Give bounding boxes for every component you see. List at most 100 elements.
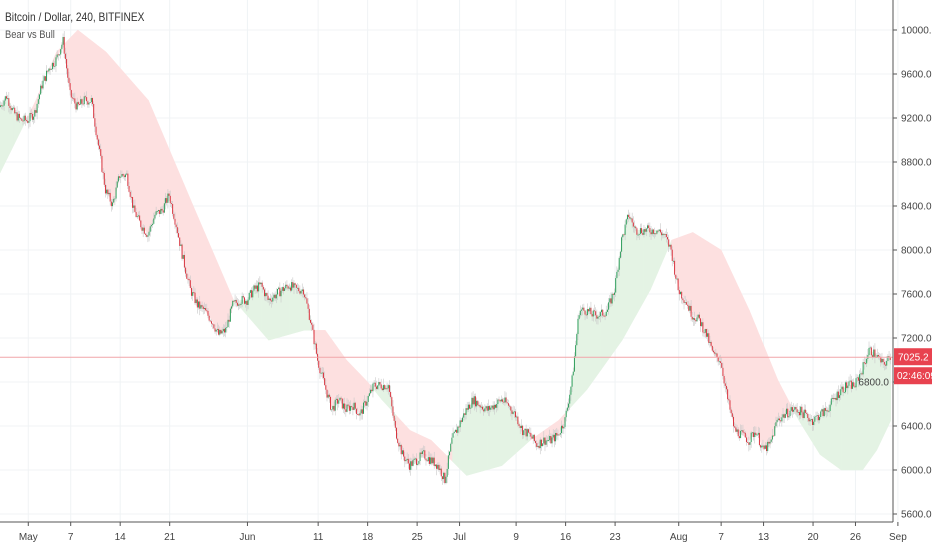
bear-zone [183, 183, 192, 290]
candle-down [228, 319, 230, 322]
candle-up [149, 226, 151, 232]
candle-down [289, 287, 291, 291]
candle-down [748, 442, 750, 445]
candle-down [590, 307, 592, 315]
candle-up [258, 282, 260, 292]
bear-zone [77, 29, 86, 108]
y-tick-label: 6800.0 [858, 378, 889, 389]
candle-down [872, 355, 874, 358]
candle-up [826, 410, 828, 412]
candle-up [419, 452, 421, 462]
y-tick-label: 9200.0 [901, 114, 932, 125]
candle-down [403, 450, 405, 457]
candle-up [480, 406, 482, 408]
candle-down [279, 287, 281, 297]
candle-down [375, 386, 377, 389]
candle-down [181, 244, 183, 259]
candle-down [424, 450, 426, 459]
candle-down [218, 328, 220, 335]
candle-up [569, 394, 571, 404]
bull-zone [643, 229, 651, 304]
candle-down [77, 102, 79, 105]
candle-down [186, 273, 188, 279]
candle-up [192, 292, 194, 296]
candle-up [548, 440, 550, 442]
bear-zone [445, 440, 453, 480]
candle-down [392, 406, 394, 416]
candle-down [659, 229, 661, 233]
candle-up [840, 389, 842, 396]
candle-up [273, 294, 275, 298]
candle-down [390, 391, 392, 398]
candle-up [741, 430, 743, 432]
candle-up [113, 198, 115, 203]
candle-up [537, 445, 539, 447]
bear-zone [756, 327, 764, 451]
candle-down [169, 195, 171, 204]
candle-up [599, 312, 601, 317]
candle-down [71, 97, 73, 99]
candle-up [219, 329, 221, 335]
candle-up [844, 382, 846, 393]
candle-up [609, 298, 611, 303]
candle-down [10, 108, 12, 111]
candle-down [110, 201, 112, 207]
candle-down [556, 432, 558, 436]
candle-up [152, 223, 154, 226]
candle-up [873, 349, 875, 358]
candle-up [410, 461, 412, 470]
x-tick-label: 20 [807, 532, 819, 543]
candle-down [753, 432, 755, 438]
indicator-label[interactable]: Bear vs Bull [5, 29, 55, 41]
candle-down [760, 445, 762, 448]
candle-down [522, 425, 524, 436]
candle-down [596, 315, 598, 319]
candle-up [568, 403, 570, 408]
candle-up [156, 211, 158, 212]
candle-down [489, 406, 491, 410]
candle-down [220, 329, 222, 334]
candle-up [794, 407, 796, 410]
candle-down [733, 416, 735, 427]
candle-up [836, 391, 838, 401]
candle-up [106, 189, 108, 194]
candle-up [238, 304, 240, 306]
candle-down [211, 321, 213, 324]
bear-zone [346, 359, 354, 410]
candle-up [820, 411, 822, 418]
candle-down [798, 412, 800, 416]
candle-down [880, 356, 882, 363]
candle-up [701, 322, 703, 327]
candle-down [201, 305, 203, 307]
candle-down [593, 310, 595, 312]
candle-down [31, 113, 33, 120]
candle-up [377, 385, 379, 389]
y-tick-label: 8800.0 [901, 158, 932, 169]
candle-up [601, 309, 603, 313]
y-tick-label: 6000.0 [901, 466, 932, 477]
candle-up [221, 331, 223, 334]
candle-up [43, 76, 45, 81]
candle-up [182, 254, 184, 259]
candle-down [145, 233, 147, 235]
candle-down [822, 409, 824, 417]
candle-down [498, 399, 500, 401]
candle-down [208, 315, 210, 321]
candle-down [538, 445, 540, 449]
candle-down [328, 394, 330, 397]
candle-up [790, 407, 792, 411]
candle-up [225, 327, 227, 333]
candle-down [47, 70, 49, 72]
bull-zone [233, 298, 241, 309]
y-tick-label: 8400.0 [901, 202, 932, 213]
candle-up [227, 319, 229, 328]
candle-down [351, 406, 353, 408]
candle-up [789, 410, 791, 417]
bear-zone [784, 393, 793, 416]
candle-up [15, 112, 17, 114]
candle-down [509, 405, 511, 407]
bull-zone [261, 285, 269, 341]
candle-down [763, 445, 765, 449]
